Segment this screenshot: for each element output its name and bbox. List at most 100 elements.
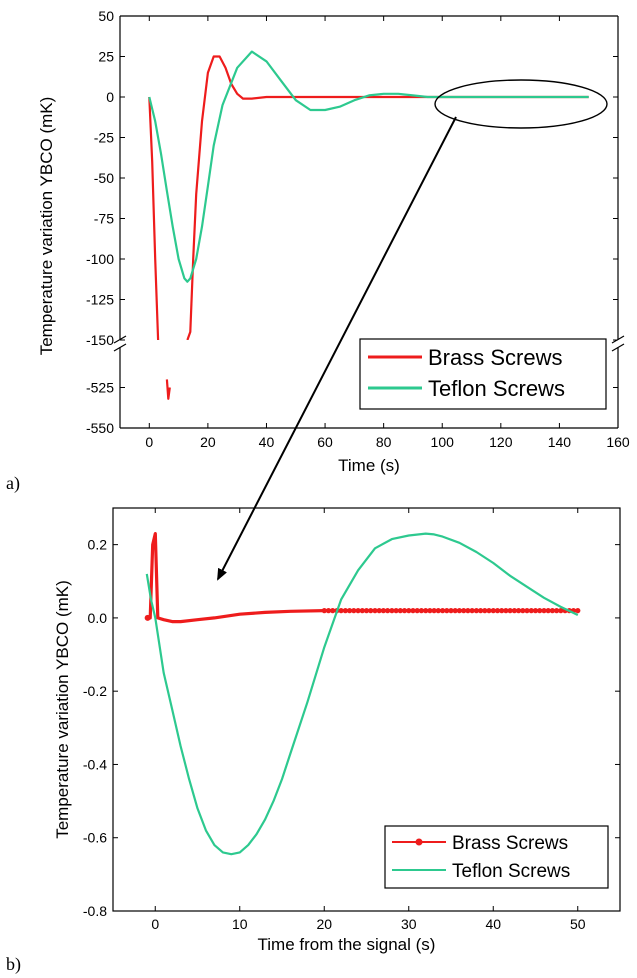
data-point-brass-screws <box>554 608 560 614</box>
zoom-arrow <box>217 116 457 581</box>
data-point-brass-screws <box>355 608 361 614</box>
chart-b: 0.2 0.0 -0.2 -0.4 -0.6 -0.8 0 10 20 30 40 50 Time fr… <box>53 507 621 954</box>
data-point-brass-screws <box>321 608 327 614</box>
panel-label-a: a) <box>6 473 20 494</box>
x-tick-label: 20 <box>316 916 332 932</box>
series-line-brass-screws-part1 <box>165 379 171 400</box>
data-point-brass-screws <box>418 608 424 614</box>
series-line-teflon-screws <box>145 532 579 856</box>
data-point-brass-screws <box>385 608 391 614</box>
x-axis-label: Time from the signal (s) <box>258 935 436 954</box>
y-tick-label: 0.0 <box>88 610 108 626</box>
y-axis-label: Temperature variation YBCO (mK) <box>37 97 56 356</box>
data-point-brass-screws <box>351 608 357 614</box>
y-tick-label: -25 <box>94 130 114 146</box>
legend-box <box>359 338 607 410</box>
data-point-brass-screws <box>461 608 467 614</box>
legend-box <box>384 825 609 889</box>
data-point-brass-screws <box>541 608 547 614</box>
data-point-brass-screws <box>440 608 446 614</box>
data-point-brass-screws <box>511 608 517 614</box>
data-point-brass-screws <box>363 608 370 614</box>
y-tick-label: -50 <box>94 170 114 186</box>
y-tick-label: -125 <box>86 292 114 308</box>
data-point-brass-screws <box>144 614 151 621</box>
data-point-brass-screws <box>532 608 539 614</box>
legend-marker-brass-screws <box>415 838 423 846</box>
series-line-brass-screws-part2 <box>186 55 589 341</box>
data-point-brass-screws <box>452 608 458 614</box>
x-axis-label: Time (s) <box>338 456 400 475</box>
data-point-brass-screws <box>389 608 395 614</box>
data-point-brass-screws <box>486 608 492 614</box>
data-point-brass-screws <box>537 608 543 614</box>
data-point-brass-screws <box>524 608 530 614</box>
data-point-brass-screws <box>499 608 505 614</box>
x-tick-label: 120 <box>489 434 513 450</box>
series-line-teflon-screws <box>148 50 589 283</box>
chart-a: 50 25 0 -25 -50 -75 -100 -125 -150 -525 -550 0 20 40 6… <box>37 8 630 475</box>
x-tick-label: 10 <box>232 916 248 932</box>
legend-label-brass-screws: Brass Screws <box>428 345 562 370</box>
y-tick-label: -150 <box>86 332 114 348</box>
data-point-brass-screws <box>406 608 412 614</box>
x-tick-label: 140 <box>548 434 572 450</box>
y-tick-label: 50 <box>98 8 114 24</box>
data-point-brass-screws <box>435 608 441 614</box>
data-point-brass-screws <box>520 608 526 614</box>
y-tick-label: 0 <box>106 89 114 105</box>
axis-break-mark-left-2 <box>113 343 127 352</box>
x-tick-label: 40 <box>485 916 501 932</box>
x-tick-label: 50 <box>570 916 586 932</box>
x-tick-label: 160 <box>606 434 630 450</box>
data-point-brass-screws <box>456 608 462 614</box>
data-point-brass-screws <box>482 608 488 614</box>
data-point-brass-screws <box>478 608 484 614</box>
x-tick-label: 0 <box>151 916 159 932</box>
y-tick-label: -0.6 <box>83 830 107 846</box>
data-point-brass-screws <box>473 608 479 614</box>
y-tick-label: -0.2 <box>83 683 107 699</box>
x-tick-label: 30 <box>401 916 417 932</box>
y-tick-label: -0.4 <box>83 756 107 772</box>
data-point-brass-screws <box>338 608 344 614</box>
y-axis-label: Temperature variation YBCO (mK) <box>53 580 72 839</box>
series-line-brass-screws <box>148 96 160 341</box>
zoom-annotation <box>217 79 608 581</box>
data-point-brass-screws <box>469 608 475 614</box>
legend: Brass Screws Teflon Screws <box>384 825 609 889</box>
data-point-brass-screws <box>516 608 522 614</box>
legend-label-teflon-screws: Teflon Screws <box>452 861 570 882</box>
data-point-brass-screws <box>448 608 454 614</box>
x-tick-label: 0 <box>145 434 153 450</box>
data-point-brass-screws <box>545 608 551 614</box>
y-tick-label: -75 <box>94 211 114 227</box>
data-point-brass-screws <box>414 608 420 614</box>
x-tick-label: 80 <box>376 434 392 450</box>
data-point-brass-screws <box>359 608 365 614</box>
plot-frame <box>112 507 621 912</box>
panel-label-b: b) <box>6 954 21 975</box>
data-point-brass-screws <box>444 608 450 614</box>
data-point-brass-screws <box>347 608 353 614</box>
data-point-brass-screws <box>423 608 429 614</box>
data-point-brass-screws <box>330 608 336 614</box>
data-point-brass-screws <box>410 608 416 614</box>
zoom-ellipse <box>434 79 608 129</box>
data-point-brass-screws <box>528 608 534 614</box>
x-tick-label: 20 <box>200 434 216 450</box>
legend-label-teflon-screws: Teflon Screws <box>428 376 565 401</box>
data-point-brass-screws <box>380 608 386 614</box>
data-point-brass-screws <box>549 608 556 614</box>
data-point-brass-screws <box>503 608 509 614</box>
data-point-brass-screws <box>342 608 348 614</box>
y-tick-label: 0.2 <box>88 537 108 553</box>
y-tick-label: -550 <box>86 420 114 436</box>
data-point-brass-screws <box>393 608 399 614</box>
y-tick-label: 25 <box>98 49 114 65</box>
legend-label-brass-screws: Brass Screws <box>452 833 568 854</box>
y-tick-label: -100 <box>86 251 114 267</box>
data-point-brass-screws <box>325 608 332 614</box>
data-point-brass-screws <box>372 608 378 614</box>
x-tick-label: 60 <box>317 434 333 450</box>
